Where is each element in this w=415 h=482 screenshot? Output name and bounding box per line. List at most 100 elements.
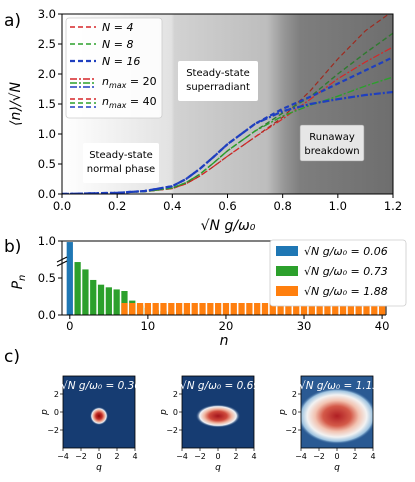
bar: [129, 303, 136, 315]
y-tick-label: 2.5: [38, 37, 56, 51]
bar: [74, 262, 81, 315]
map-clip: [301, 387, 373, 445]
x-tick-label: 2: [352, 452, 357, 461]
axis-break-mark: [56, 260, 68, 267]
region-box: [83, 143, 159, 183]
series-line: [62, 46, 393, 194]
bar: [308, 303, 315, 315]
series-line: [62, 76, 393, 194]
panel-a-label: a): [4, 11, 21, 31]
y-axis-label: p: [159, 409, 169, 416]
bar: [277, 303, 284, 315]
y-tick-label: 0.5: [38, 271, 56, 285]
bar: [324, 303, 331, 315]
bar: [293, 303, 300, 315]
y-tick-label: −2: [285, 426, 297, 435]
y-tick-label: 0.0: [38, 187, 56, 201]
bar: [238, 303, 245, 315]
region-text: normal phase: [87, 164, 155, 175]
y-axis-label: p: [278, 409, 288, 416]
bar: [355, 303, 362, 315]
bar: [230, 303, 237, 315]
wigner-map: √N g/ω₀ = 0.69 −4 −2 0 2 4 2 0 −2 q p: [159, 375, 260, 473]
region-box: [299, 124, 365, 162]
panel-c-label: c): [4, 347, 20, 367]
y-axis-label: Pn: [10, 275, 28, 290]
legend-box: [269, 239, 407, 307]
bar: [285, 303, 292, 315]
region-label-box: Steady-state normal phase: [83, 143, 159, 183]
legend-swatch: [276, 266, 298, 276]
wigner-map: √N g/ω₀ = 0.36 −4 −2 0 2 4 2 0 −2 q p: [40, 375, 141, 473]
wigner-distribution: [195, 404, 241, 428]
bar: [254, 303, 261, 315]
bar: [261, 303, 269, 315]
bar: [332, 303, 339, 315]
legend-label: √N g/ω₀ = 0.06: [304, 245, 388, 258]
region-text: Steady-state: [186, 68, 250, 79]
x-tick-label: 4: [132, 452, 137, 461]
legend-label: N = 8: [102, 38, 133, 51]
region-text: breakdown: [304, 146, 359, 157]
bar: [90, 279, 97, 315]
x-tick-label: 4: [370, 452, 375, 461]
bar: [66, 242, 73, 315]
map-title: √N g/ω₀ = 1.15: [299, 380, 379, 392]
bar: [183, 303, 191, 315]
x-tick-label: 30: [297, 319, 312, 333]
y-tick-label: 1.0: [38, 234, 56, 248]
y-tick-label: 2: [173, 390, 178, 399]
bar: [199, 303, 206, 315]
bar: [160, 303, 167, 315]
bar: [207, 303, 214, 315]
x-tick-label: 0: [66, 319, 73, 333]
x-tick-label: 0: [215, 452, 220, 461]
x-tick-label: 2: [114, 452, 119, 461]
x-tick-label: −4: [176, 452, 188, 461]
legend-label: √N g/ω₀ = 1.88: [304, 285, 388, 298]
bar: [269, 303, 276, 315]
region-text: Runaway: [309, 132, 355, 143]
y-tick-label: −2: [166, 426, 178, 435]
region-label-box: Steady-state superradiant: [178, 61, 258, 101]
bar: [363, 303, 370, 315]
x-tick-label: 0: [96, 452, 101, 461]
bar: [97, 284, 105, 315]
x-tick-label: 0.2: [108, 199, 126, 213]
bar: [316, 303, 323, 315]
y-tick-label: 2.0: [38, 67, 56, 81]
y-axis-label: ⟨n⟩/√N: [8, 82, 24, 126]
bar: [300, 303, 308, 315]
x-axis-label: q: [334, 463, 340, 473]
y-tick-label: 3.0: [38, 7, 56, 21]
y-tick-label: 1.5: [38, 97, 56, 111]
axis-break-mark: [56, 256, 68, 263]
bar: [175, 303, 183, 315]
y-tick-label: 2: [292, 390, 297, 399]
x-tick-label: −4: [295, 452, 307, 461]
x-axis-label: q: [215, 463, 221, 473]
series-line: [62, 90, 393, 194]
bar: [168, 303, 175, 315]
x-axis-label: n: [220, 333, 229, 349]
y-tick-label: −2: [47, 426, 59, 435]
x-tick-label: 10: [141, 319, 156, 333]
legend-swatch: [276, 286, 298, 296]
bar: [144, 303, 152, 315]
bar: [371, 303, 378, 315]
map-title: √N g/ω₀ = 0.36: [61, 380, 141, 392]
y-axis-label: p: [40, 409, 50, 416]
bar: [215, 303, 222, 315]
bar: [121, 303, 128, 315]
bar: [378, 303, 386, 315]
panel-b-chart: 0 10 20 30 40 0.0 0.5 1.0 n Pn √N g/ω₀ = 0.06 √N g…: [10, 234, 407, 349]
x-tick-label: −4: [57, 452, 69, 461]
map-title: √N g/ω₀ = 0.69: [180, 380, 260, 392]
x-tick-label: 0.4: [163, 199, 181, 213]
x-tick-label: 0.0: [53, 199, 71, 213]
wigner-distribution: [301, 387, 373, 445]
y-tick-label: 0: [54, 408, 59, 417]
bar: [191, 303, 198, 315]
x-tick-label: −2: [313, 452, 325, 461]
panel-a-chart: Steady-state normal phase Steady-state supe…: [8, 7, 402, 234]
